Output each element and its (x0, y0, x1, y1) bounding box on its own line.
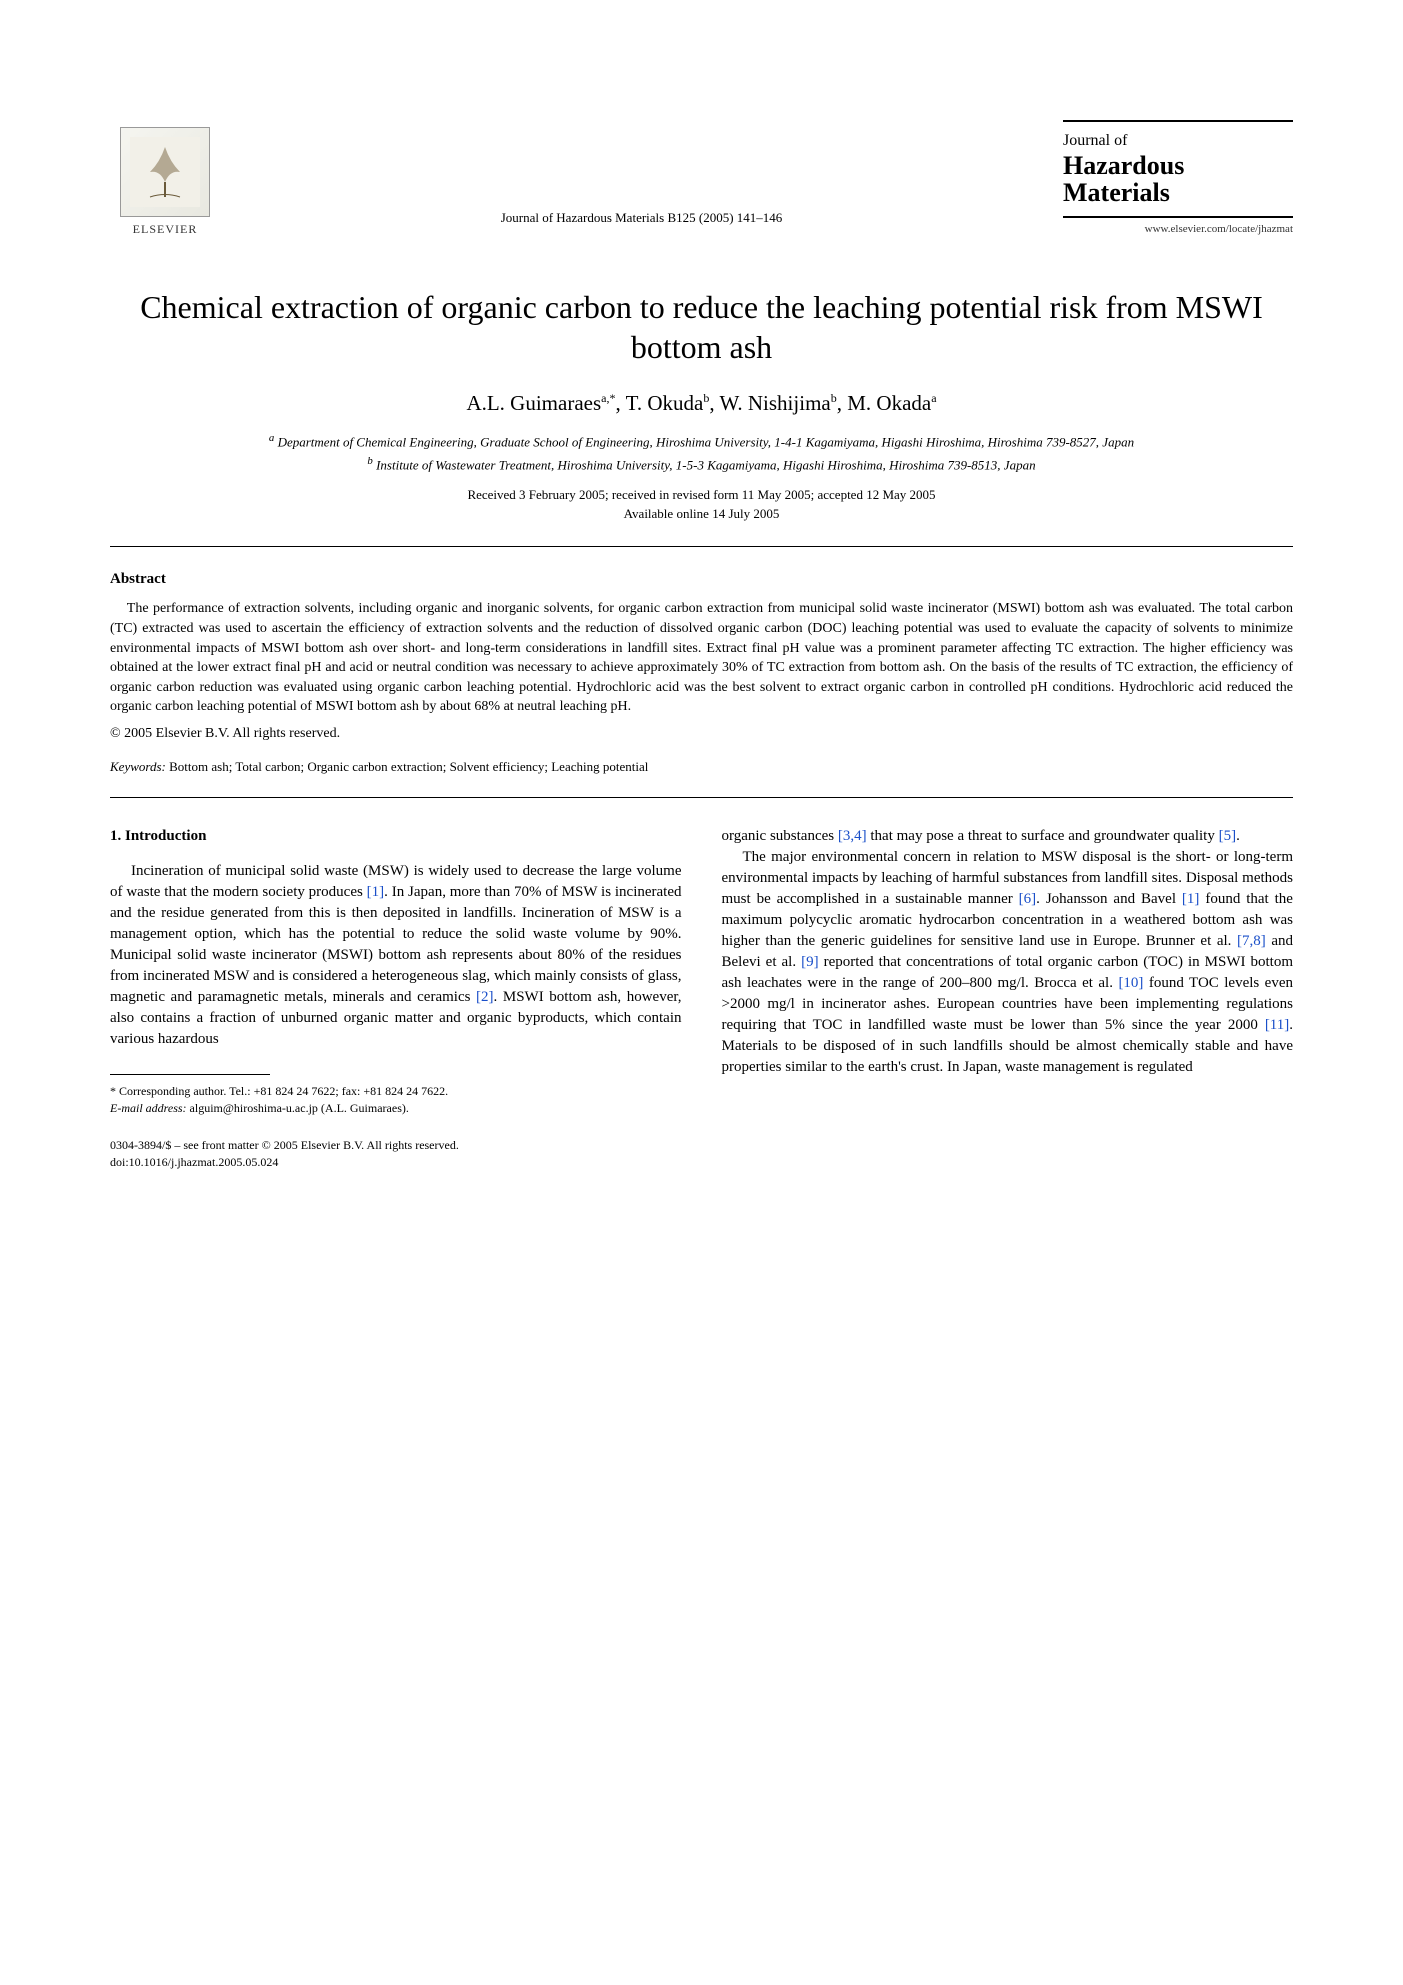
journal-box-line3: Materials (1063, 179, 1293, 206)
author-4-affil-sup: a (931, 391, 936, 405)
abstract-heading: Abstract (110, 569, 1293, 589)
publisher-label: ELSEVIER (133, 221, 198, 237)
author-3: , W. Nishijima (709, 391, 830, 415)
intro-heading: 1. Introduction (110, 826, 682, 847)
intro-p1-seg-b: . In Japan, more than 70% of MSW is inci… (110, 884, 682, 1005)
affiliation-a: a Department of Chemical Engineering, Gr… (110, 431, 1293, 452)
corresponding-footnote: * Corresponding author. Tel.: +81 824 24… (110, 1083, 682, 1117)
author-1: A.L. Guimaraes (466, 391, 601, 415)
citation-6[interactable]: [6] (1019, 891, 1037, 907)
author-4: , M. Okada (837, 391, 931, 415)
abstract-text: The performance of extraction solvents, … (110, 599, 1293, 717)
journal-reference: Journal of Hazardous Materials B125 (200… (220, 209, 1063, 237)
intro-para-2: The major environmental concern in relat… (722, 847, 1294, 1078)
header-row: ELSEVIER Journal of Hazardous Materials … (110, 120, 1293, 237)
rule-above-abstract (110, 546, 1293, 547)
author-2: , T. Okuda (615, 391, 703, 415)
citation-5[interactable]: [5] (1219, 828, 1237, 844)
citation-7-8[interactable]: [7,8] (1237, 933, 1266, 949)
rule-below-keywords (110, 797, 1293, 798)
doi-block: 0304-3894/$ – see front matter © 2005 El… (110, 1137, 682, 1171)
article-title: Chemical extraction of organic carbon to… (110, 287, 1293, 367)
keywords-label: Keywords: (110, 759, 166, 774)
publisher-block: ELSEVIER (110, 127, 220, 237)
citation-1[interactable]: [1] (367, 884, 385, 900)
citation-9[interactable]: [9] (801, 954, 819, 970)
footnote-corr-text: Corresponding author. Tel.: +81 824 24 7… (116, 1084, 448, 1098)
article-dates: Received 3 February 2005; received in re… (110, 486, 1293, 524)
column-left: 1. Introduction Incineration of municipa… (110, 826, 682, 1170)
keywords-text: Bottom ash; Total carbon; Organic carbon… (166, 759, 648, 774)
journal-url[interactable]: www.elsevier.com/locate/jhazmat (1063, 222, 1293, 237)
dates-line2: Available online 14 July 2005 (110, 505, 1293, 524)
body-two-column: 1. Introduction Incineration of municipa… (110, 826, 1293, 1170)
keywords-line: Keywords: Bottom ash; Total carbon; Orga… (110, 758, 1293, 776)
abstract-copyright: © 2005 Elsevier B.V. All rights reserved… (110, 725, 1293, 744)
intro-p1cont-seg-c: . (1236, 828, 1240, 844)
column-right: organic substances [3,4] that may pose a… (722, 826, 1294, 1170)
citation-10[interactable]: [10] (1118, 975, 1143, 991)
citation-2[interactable]: [2] (476, 989, 494, 1005)
footnote-email-label: E-mail address: (110, 1101, 187, 1115)
elsevier-tree-logo (120, 127, 210, 217)
journal-title-box: Journal of Hazardous Materials www.elsev… (1063, 120, 1293, 237)
abstract-section: Abstract The performance of extraction s… (110, 569, 1293, 775)
intro-p2-seg-b: . Johansson and Bavel (1036, 891, 1182, 907)
affiliation-b: b Institute of Wastewater Treatment, Hir… (110, 454, 1293, 475)
intro-p1cont-seg-a: organic substances (722, 828, 838, 844)
citation-11[interactable]: [11] (1265, 1017, 1289, 1033)
front-matter-line: 0304-3894/$ – see front matter © 2005 El… (110, 1137, 682, 1154)
journal-box-line1: Journal of (1063, 130, 1293, 152)
intro-para-1-cont: organic substances [3,4] that may pose a… (722, 826, 1294, 847)
affil-b-text: Institute of Wastewater Treatment, Hiros… (373, 457, 1036, 472)
journal-box-line2: Hazardous (1063, 152, 1293, 179)
affil-a-text: Department of Chemical Engineering, Grad… (274, 435, 1134, 450)
doi-line: doi:10.1016/j.jhazmat.2005.05.024 (110, 1154, 682, 1171)
title-block: Chemical extraction of organic carbon to… (110, 287, 1293, 524)
intro-para-1: Incineration of municipal solid waste (M… (110, 861, 682, 1050)
footnote-separator (110, 1074, 270, 1075)
intro-p1cont-seg-b: that may pose a threat to surface and gr… (867, 828, 1219, 844)
dates-line1: Received 3 February 2005; received in re… (110, 486, 1293, 505)
footnote-email[interactable]: alguim@hiroshima-u.ac.jp (A.L. Guimaraes… (187, 1101, 409, 1115)
citation-1b[interactable]: [1] (1182, 891, 1200, 907)
citation-3-4[interactable]: [3,4] (838, 828, 867, 844)
authors-line: A.L. Guimaraesa,*, T. Okudab, W. Nishiji… (110, 389, 1293, 417)
